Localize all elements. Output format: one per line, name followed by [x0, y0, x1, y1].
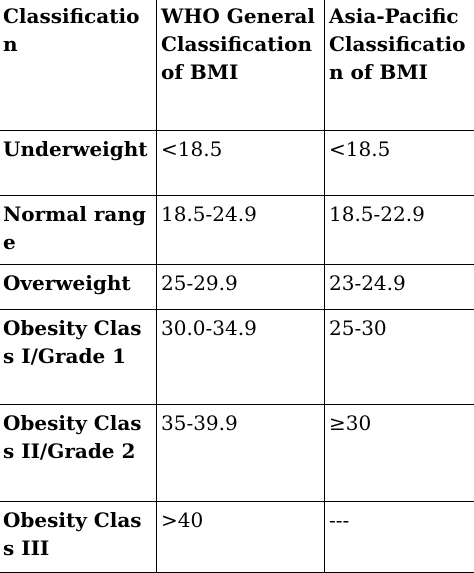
header-asia-pacific-classification: Asia-Pacific Classification of BMI — [325, 0, 474, 131]
table-row: Obesity Class II/Grade 2 35-39.9 ≥30 — [0, 405, 474, 502]
asia-pacific-value: 18.5-22.9 — [325, 196, 474, 265]
table-header-row: Classification WHO General Classificatio… — [0, 0, 474, 131]
table-row: Obesity Class III >40 --- — [0, 502, 474, 573]
asia-pacific-value: ≥30 — [325, 405, 474, 502]
table-row: Normal range 18.5-24.9 18.5-22.9 — [0, 196, 474, 265]
table-row: Obesity Class I/Grade 1 30.0-34.9 25-30 — [0, 310, 474, 405]
row-label: Overweight — [0, 265, 157, 310]
row-label: Underweight — [0, 131, 157, 196]
row-label: Obesity Class III — [0, 502, 157, 573]
who-value: >40 — [157, 502, 325, 573]
asia-pacific-value: <18.5 — [325, 131, 474, 196]
row-label: Obesity Class I/Grade 1 — [0, 310, 157, 405]
who-value: 30.0-34.9 — [157, 310, 325, 405]
table-row: Underweight <18.5 <18.5 — [0, 131, 474, 196]
who-value: <18.5 — [157, 131, 325, 196]
header-who-classification: WHO General Classification of BMI — [157, 0, 325, 131]
row-label: Normal range — [0, 196, 157, 265]
header-classification: Classification — [0, 0, 157, 131]
asia-pacific-value: --- — [325, 502, 474, 573]
asia-pacific-value: 25-30 — [325, 310, 474, 405]
table-row: Overweight 25-29.9 23-24.9 — [0, 265, 474, 310]
who-value: 18.5-24.9 — [157, 196, 325, 265]
who-value: 25-29.9 — [157, 265, 325, 310]
asia-pacific-value: 23-24.9 — [325, 265, 474, 310]
who-value: 35-39.9 — [157, 405, 325, 502]
row-label: Obesity Class II/Grade 2 — [0, 405, 157, 502]
